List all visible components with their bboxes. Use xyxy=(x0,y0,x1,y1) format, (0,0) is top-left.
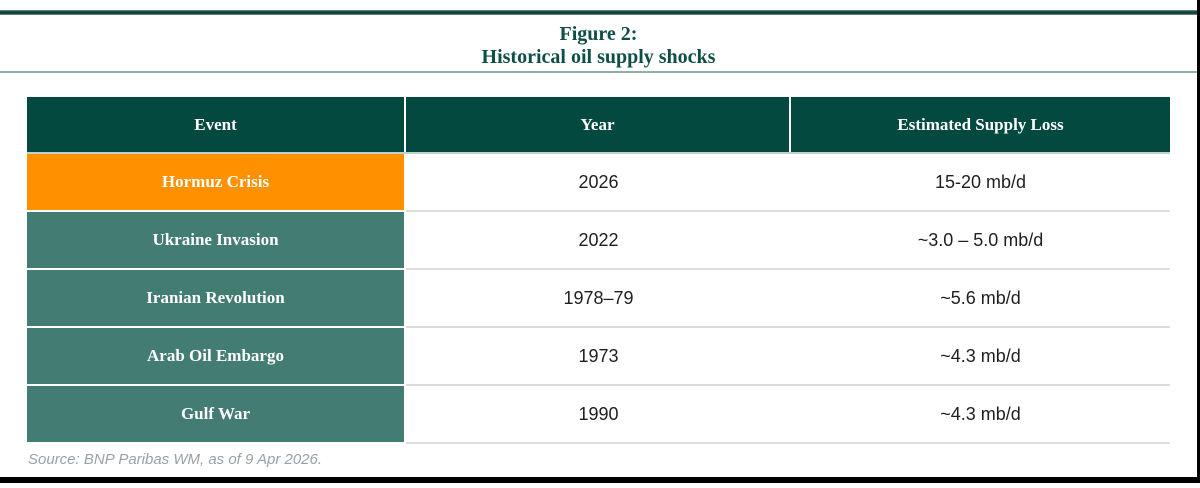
frame-bottom-bar xyxy=(0,477,1200,483)
column-header-event: Event xyxy=(27,97,406,152)
top-rule xyxy=(0,10,1197,15)
table-row: Ukraine Invasion 2022 ~3.0 – 5.0 mb/d xyxy=(27,212,1170,268)
table-header-row: Event Year Estimated Supply Loss xyxy=(27,97,1170,152)
event-cell: Gulf War xyxy=(27,386,406,442)
source-note: Source: BNP Paribas WM, as of 9 Apr 2026… xyxy=(28,451,323,468)
table-row: Hormuz Crisis 2026 15-20 mb/d xyxy=(27,154,1170,210)
event-cell: Iranian Revolution xyxy=(27,270,406,326)
year-cell: 1978–79 xyxy=(406,270,791,326)
figure-title-line1: Figure 2: xyxy=(559,23,638,45)
year-cell: 2022 xyxy=(406,212,791,268)
frame-right-border xyxy=(1197,0,1200,483)
column-header-year: Year xyxy=(406,97,791,152)
figure-title-line2: Historical oil supply shocks xyxy=(481,46,716,68)
loss-cell: ~4.3 mb/d xyxy=(791,386,1170,442)
loss-cell: ~3.0 – 5.0 mb/d xyxy=(791,212,1170,268)
title-divider xyxy=(0,71,1197,73)
loss-cell: ~5.6 mb/d xyxy=(791,270,1170,326)
year-cell: 1990 xyxy=(406,386,791,442)
figure-title: Figure 2: Historical oil supply shocks xyxy=(0,23,1197,69)
year-cell: 1973 xyxy=(406,328,791,384)
year-cell: 2026 xyxy=(406,154,791,210)
table-row: Arab Oil Embargo 1973 ~4.3 mb/d xyxy=(27,328,1170,384)
column-header-loss: Estimated Supply Loss xyxy=(791,97,1170,152)
table-row: Gulf War 1990 ~4.3 mb/d xyxy=(27,386,1170,442)
event-cell: Hormuz Crisis xyxy=(27,154,406,210)
supply-shocks-table: Event Year Estimated Supply Loss Hormuz … xyxy=(27,97,1170,442)
event-cell: Ukraine Invasion xyxy=(27,212,406,268)
table-body: Hormuz Crisis 2026 15-20 mb/d Ukraine In… xyxy=(27,154,1170,442)
table-row: Iranian Revolution 1978–79 ~5.6 mb/d xyxy=(27,270,1170,326)
loss-cell: ~4.3 mb/d xyxy=(791,328,1170,384)
loss-cell: 15-20 mb/d xyxy=(791,154,1170,210)
event-cell: Arab Oil Embargo xyxy=(27,328,406,384)
